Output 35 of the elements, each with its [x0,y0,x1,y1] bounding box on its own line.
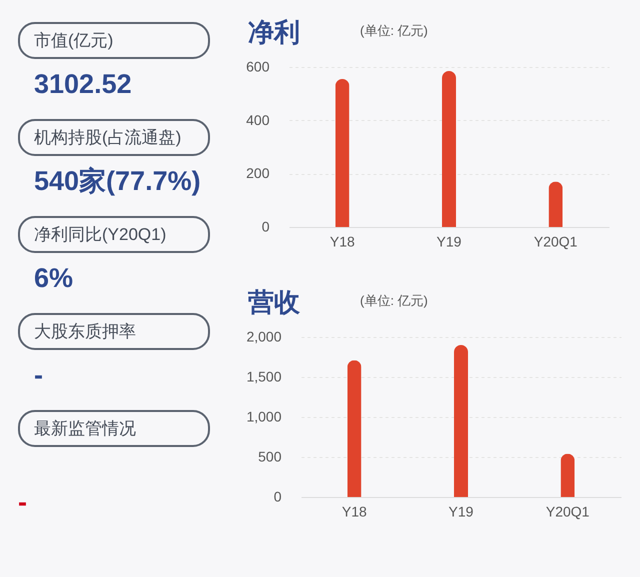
y-tick-label: 1,000 [246,408,282,424]
y-tick-label: 600 [246,58,270,74]
text: 大股东质押率 [18,313,210,350]
text: - [18,486,28,519]
x-tick-label: Y20Q1 [546,504,590,520]
text: 净利同比(Y20Q1) [18,216,210,253]
bar [347,360,362,497]
text: 最新监管情况 [18,410,210,447]
y-tick-label: 0 [262,218,270,234]
y-tick-label: 200 [246,165,270,182]
chart-title: 营收 [248,286,300,319]
y-tick-label: 2,000 [246,328,282,344]
text: - [34,359,44,392]
text: 机构持股(占流通盘) [18,119,210,156]
bar [442,71,456,227]
y-tick-label: 500 [258,448,282,464]
bar [548,182,563,227]
x-tick-label: Y19 [448,504,474,520]
chart-title: 净利 [248,16,300,49]
x-tick-label: Y19 [436,234,462,250]
chart-subtitle: (单位: 亿元) [360,292,428,310]
bar [335,79,350,227]
text: 市值(亿元) [18,22,210,59]
y-tick-label: 1,500 [246,368,282,384]
text: 3102.52 [34,68,133,101]
text: 6% [34,262,74,295]
text: 540家(77.7%) [34,165,202,198]
x-tick-label: Y18 [330,234,355,250]
x-tick-label: Y18 [342,504,367,520]
chart-subtitle: (单位: 亿元) [360,22,428,40]
x-tick-label: Y20Q1 [534,234,578,250]
y-tick-label: 0 [274,488,282,504]
y-tick-label: 400 [246,112,270,128]
bar [454,345,468,497]
bar [560,454,575,497]
